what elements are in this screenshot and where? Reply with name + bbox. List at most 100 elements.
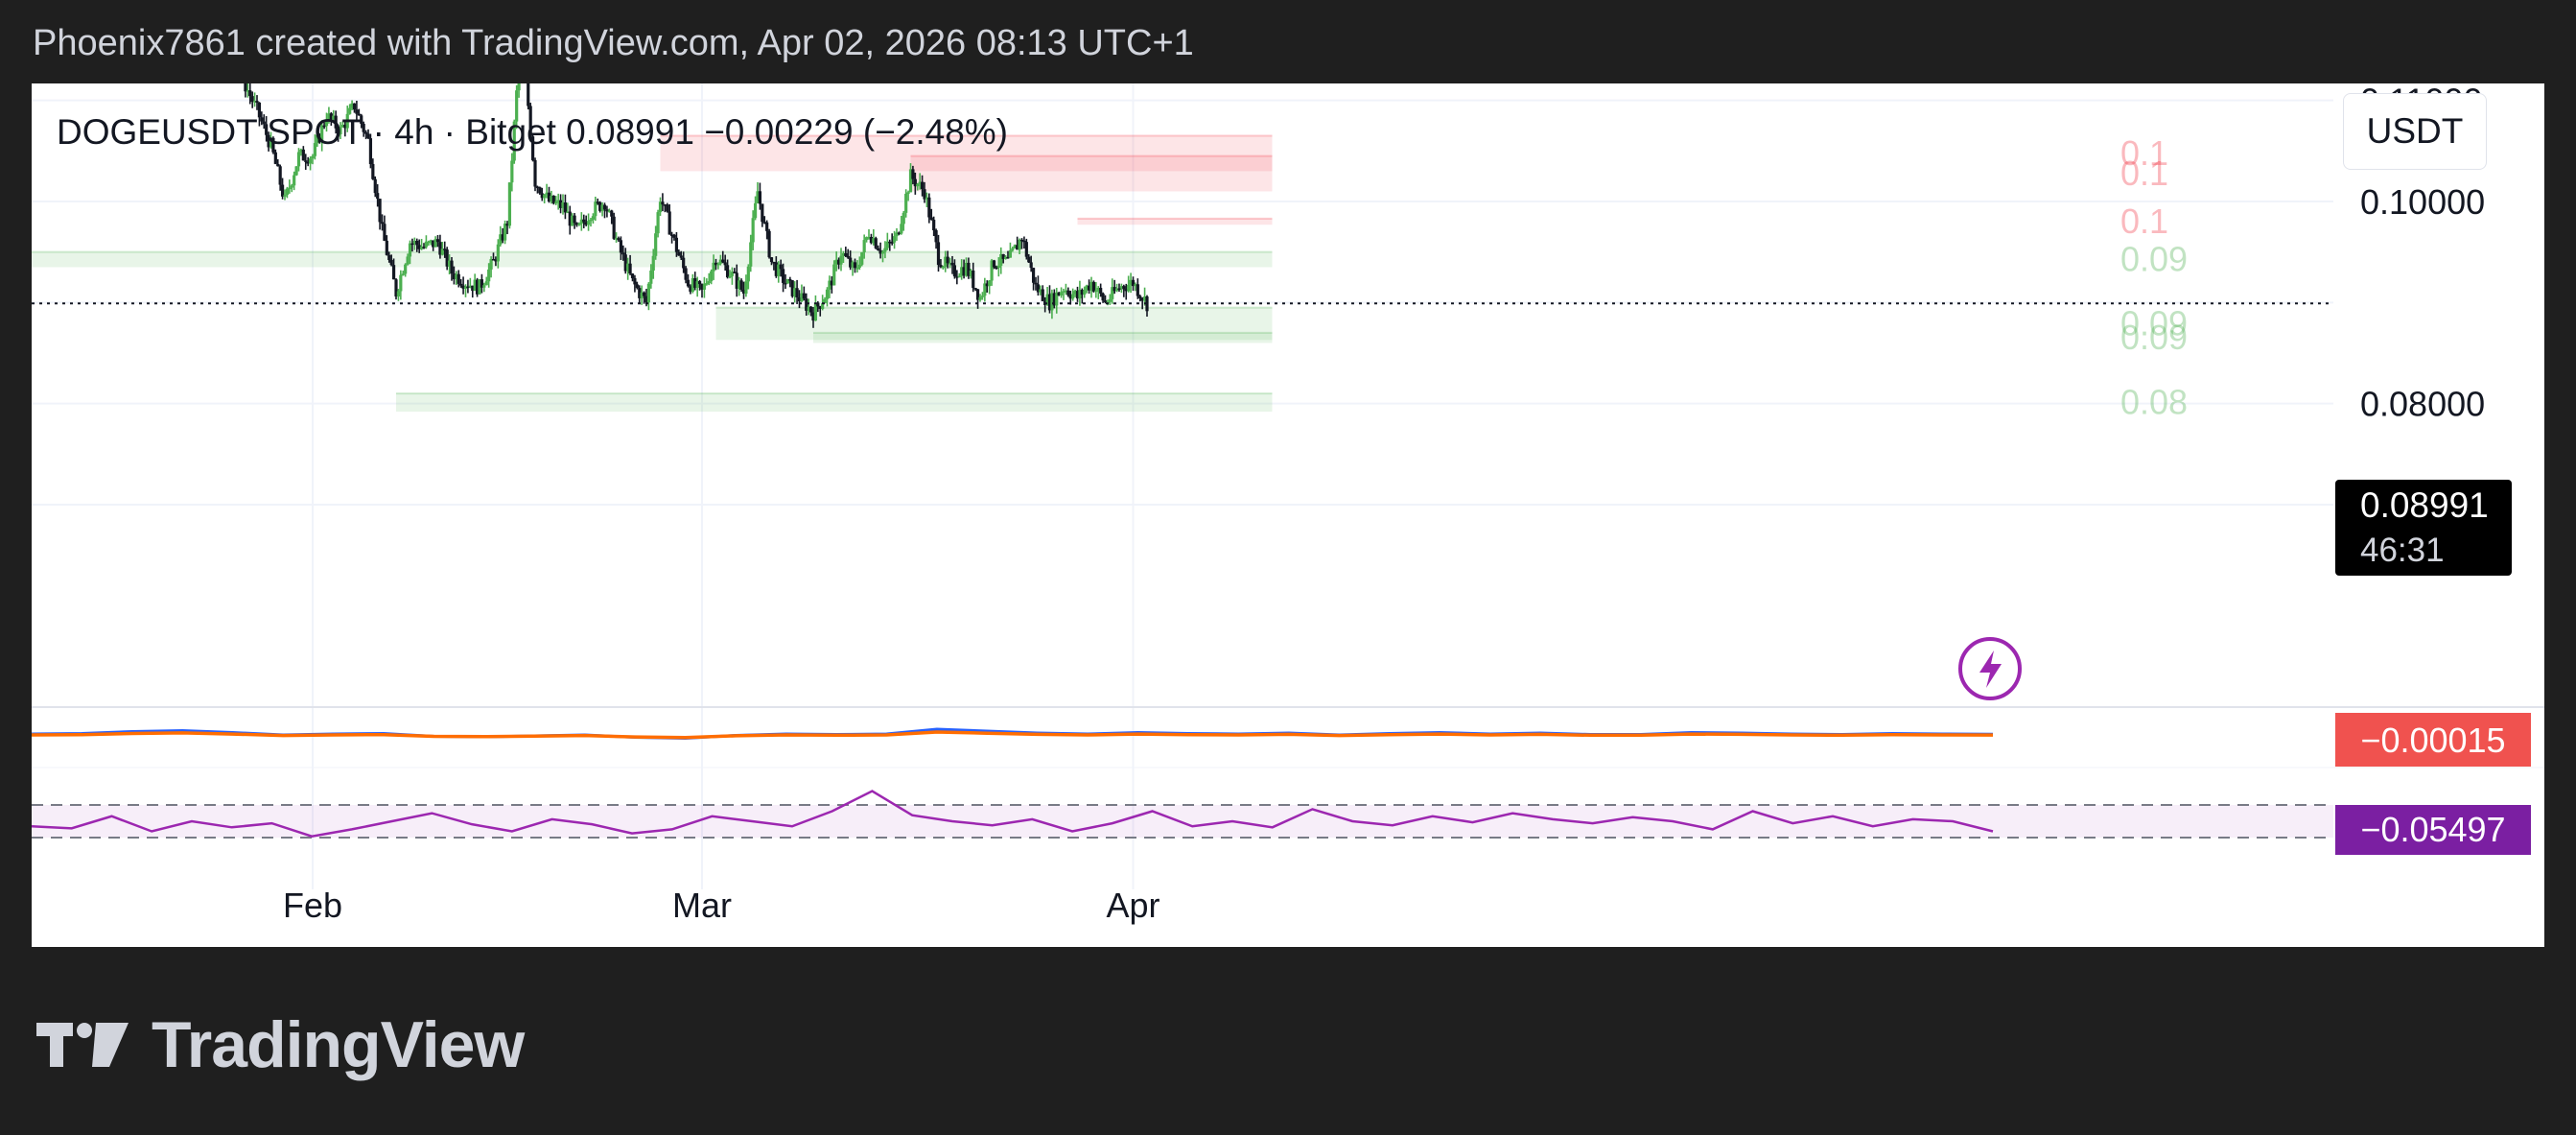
candle-body (457, 273, 460, 284)
chart-panel[interactable]: 0.120.120.10.10.10.090.090.090.080.12000… (32, 83, 2544, 947)
candle-body (950, 262, 954, 266)
price-axis-tick: 0.08000 (2360, 385, 2485, 424)
candle-body (345, 113, 349, 129)
candle-body (1136, 284, 1139, 296)
candle-body (857, 264, 861, 268)
candle-body (573, 215, 576, 224)
candle-body (1099, 288, 1103, 294)
candle-body (290, 185, 293, 188)
candle-body (885, 241, 889, 248)
candle-body (841, 252, 846, 256)
candle-body (830, 280, 833, 286)
candle-body (399, 274, 403, 292)
candle-body (357, 113, 361, 116)
candle-body (1071, 294, 1075, 299)
candle-body (851, 262, 855, 268)
candle-body (669, 234, 674, 237)
currency-button[interactable]: USDT (2343, 93, 2487, 170)
candle-body (955, 276, 959, 278)
candle-body (1047, 294, 1052, 311)
candle-body (348, 107, 352, 114)
candle-body (684, 268, 688, 280)
candle-body (728, 275, 732, 278)
candle-body (725, 265, 730, 278)
chart-canvas[interactable]: 0.120.120.10.10.10.090.090.090.080.12000… (32, 83, 2544, 947)
candle-body (864, 237, 869, 241)
candle-body (952, 265, 957, 277)
candle-body (1008, 249, 1013, 258)
candle-body (445, 249, 449, 267)
candle-body (360, 115, 363, 124)
candle-body (408, 243, 412, 257)
candle-body (902, 212, 905, 225)
candle-body (1064, 290, 1068, 293)
tradingview-logo[interactable]: TradingView (35, 1007, 525, 1082)
candle-body (267, 134, 270, 148)
candle-body (619, 240, 623, 253)
candle-body (322, 125, 326, 128)
candle-body (368, 138, 373, 165)
candle-body (1117, 288, 1121, 291)
candle-body (723, 262, 727, 266)
candle-body (749, 242, 753, 267)
candle-body (336, 128, 340, 134)
candle-body (718, 259, 722, 264)
candle-body (1024, 242, 1028, 257)
candle-body (598, 201, 602, 211)
candle-body (758, 191, 762, 204)
candle-body (427, 241, 431, 244)
candle-body (304, 160, 308, 162)
candle-body (774, 262, 778, 276)
candle-body (1103, 300, 1108, 302)
candle-body (507, 182, 512, 226)
candle-body (975, 289, 980, 300)
candle-body (1087, 285, 1091, 291)
candle-body (939, 265, 943, 268)
candle-body (530, 136, 535, 160)
candle-body (693, 278, 697, 288)
candle-body (366, 133, 370, 139)
candle-body (417, 245, 421, 249)
candle-body (738, 280, 741, 289)
candle-body (551, 195, 555, 204)
candle-body (967, 262, 971, 276)
candle-body (285, 188, 290, 196)
candle-body (276, 163, 280, 167)
candle-body (878, 249, 882, 254)
candle-body (334, 115, 338, 129)
candle-body (475, 279, 480, 295)
candle-body (702, 283, 707, 290)
candle-body (265, 124, 269, 135)
zone-label: 0.09 (2120, 303, 2188, 343)
candle-body (566, 211, 570, 214)
candle-body (948, 262, 952, 265)
candle-body (586, 221, 591, 225)
candle-body (278, 166, 282, 185)
candle-body (779, 264, 783, 270)
candle-body (494, 259, 498, 262)
candle-body (313, 143, 317, 156)
candle-body (855, 267, 859, 270)
candle-body (517, 83, 521, 91)
time-axis-tick: Apr (1106, 886, 1159, 925)
rsi-value-label: −0.05497 (2360, 810, 2505, 849)
candle-body (1050, 293, 1054, 311)
candle-body (802, 293, 806, 299)
candle-body (556, 200, 560, 202)
candle-body (401, 273, 405, 275)
candle-body (1127, 284, 1131, 292)
candle-body (424, 241, 429, 248)
candle-body (320, 125, 324, 143)
candle-body (1019, 239, 1024, 242)
candle-body (422, 247, 426, 248)
candle-body (1124, 289, 1128, 292)
candle-body (999, 253, 1003, 266)
candle-body (455, 273, 458, 280)
countdown-label: 46:31 (2360, 532, 2445, 569)
candle-body (257, 102, 262, 118)
candle-body (1057, 292, 1061, 296)
candle-body (503, 224, 507, 241)
candle-body (271, 137, 275, 153)
candle-body (916, 183, 920, 187)
candle-body (888, 241, 892, 244)
